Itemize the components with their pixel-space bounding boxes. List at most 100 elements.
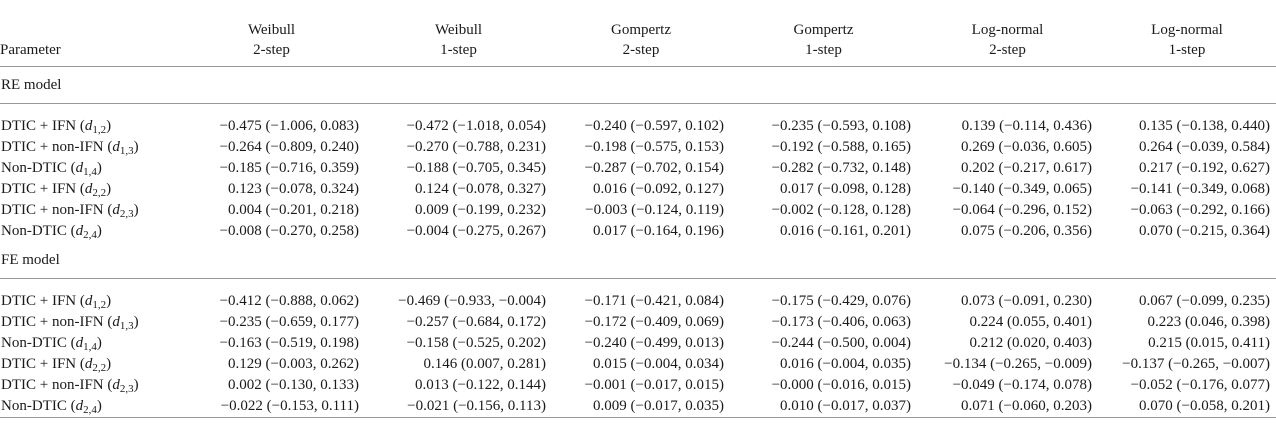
row-parameter-label: DTIC + IFN (d1,2): [1, 118, 112, 136]
column-header-method: 1-step: [1168, 42, 1206, 58]
table-cell-estimate: 0.013 (−0.122, 0.144): [415, 377, 546, 393]
parameter-subscript: 1,4: [83, 341, 97, 353]
table-row: DTIC + IFN (d2,2) 0.129 (−0.003, 0.262) 0.…: [0, 354, 1276, 375]
row-label-text: DTIC + IFN: [1, 293, 77, 309]
column-header: Weibull 2-step: [178, 0, 365, 67]
table-cell-estimate: −0.244 (−0.500, 0.004): [771, 335, 911, 351]
table-cell-estimate: 0.002 (−0.130, 0.133): [228, 377, 359, 393]
row-parameter-label: Non-DTIC (d2,4): [0, 396, 178, 418]
row-label-text: Non-DTIC: [1, 398, 67, 414]
table-cell-estimate: 0.269 (−0.036, 0.605): [961, 139, 1092, 155]
table-cell-estimate: 0.016 (−0.004, 0.035): [780, 356, 911, 372]
table-cell-estimate: 0.067 (−0.099, 0.235): [1139, 293, 1270, 309]
table-cell-estimate: 0.135 (−0.138, 0.440): [1139, 118, 1270, 134]
parameter-subscript: 2,3: [119, 208, 134, 220]
parameter-symbol: d: [112, 139, 120, 155]
table-cell-estimate: 0.009 (−0.199, 0.232): [415, 202, 546, 218]
row-parameter-label: DTIC + non-IFN (d2,3): [1, 202, 139, 220]
table-cell-estimate: −0.240 (−0.597, 0.102): [584, 118, 724, 134]
row-parameter-label: DTIC + IFN (d1,2): [1, 293, 112, 311]
row-label-text: Non-DTIC: [1, 335, 67, 351]
table-cell-estimate: −0.192 (−0.588, 0.165): [771, 139, 911, 155]
table-cell-estimate: 0.224 (0.055, 0.401): [969, 314, 1093, 330]
parameter-subscript: 2,4: [83, 229, 97, 241]
parameter-subscript: 1,3: [119, 320, 134, 332]
column-header-method: 1-step: [805, 42, 842, 58]
table-cell-estimate: −0.008 (−0.270, 0.258): [219, 223, 359, 239]
table-cell-estimate: −0.185 (−0.716, 0.359): [219, 160, 359, 176]
table-cell-estimate: −0.000 (−0.016, 0.015): [771, 377, 911, 393]
parameter-symbol: d: [75, 398, 84, 414]
table-cell-estimate: 0.004 (−0.201, 0.218): [228, 202, 359, 218]
section-title: RE model: [0, 66, 1276, 104]
column-header-model: Gompertz: [611, 22, 671, 38]
table-cell-estimate: 0.015 (−0.004, 0.034): [593, 356, 724, 372]
table-row: Non-DTIC (d1,4) −0.163 (−0.519, 0.198) −0.…: [0, 333, 1276, 354]
table-cell-estimate: −0.235 (−0.659, 0.177): [219, 314, 359, 330]
table-cell-estimate: −0.052 (−0.176, 0.077): [1130, 377, 1270, 393]
parameter-subscript: 1,2: [92, 299, 107, 311]
table-cell-estimate: −0.287 (−0.702, 0.154): [584, 160, 724, 176]
row-parameter-label: DTIC + non-IFN (d1,3): [1, 139, 139, 157]
table-cell-estimate: 0.129 (−0.003, 0.262): [228, 356, 359, 372]
column-header-model: Weibull: [434, 22, 483, 38]
column-header: Gompertz 2-step: [552, 0, 730, 67]
table-cell-estimate: −0.472 (−1.018, 0.054): [406, 118, 546, 134]
table-row: DTIC + IFN (d1,2) −0.412 (−0.888, 0.062) −…: [0, 291, 1276, 312]
table-cell-estimate: 0.073 (−0.091, 0.230): [961, 293, 1092, 309]
table-row: Non-DTIC (d2,4) −0.022 (−0.153, 0.111) −0.…: [0, 396, 1276, 418]
row-label-text: DTIC + non-IFN: [1, 377, 104, 393]
table-cell-estimate: −0.140 (−0.349, 0.065): [952, 181, 1092, 197]
parameter-subscript: 2,4: [83, 404, 97, 416]
table-cell-estimate: 0.075 (−0.206, 0.356): [961, 223, 1092, 239]
table-cell-estimate: −0.188 (−0.705, 0.345): [406, 160, 546, 176]
table-cell-estimate: −0.198 (−0.575, 0.153): [584, 139, 724, 155]
row-label-text: DTIC + IFN: [1, 356, 77, 372]
row-label-text: DTIC + IFN: [1, 118, 77, 134]
column-header-method: 2-step: [253, 42, 290, 58]
table-cell-estimate: −0.240 (−0.499, 0.013): [584, 335, 724, 351]
column-header-model: Gompertz: [793, 22, 854, 38]
table-cell-estimate: 0.212 (0.020, 0.403): [969, 335, 1093, 351]
section-header-row: FE model: [0, 242, 1276, 279]
parameter-subscript: 1,3: [119, 145, 134, 157]
section-title: FE model: [0, 242, 1276, 279]
table-cell-estimate: 0.217 (−0.192, 0.627): [1139, 160, 1270, 176]
row-parameter-label: Non-DTIC (d2,4): [1, 223, 102, 241]
table-row: DTIC + non-IFN (d1,3) −0.264 (−0.809, 0.2…: [0, 137, 1276, 158]
table-cell-estimate: −0.064 (−0.296, 0.152): [952, 202, 1092, 218]
table-cell-estimate: 0.071 (−0.060, 0.203): [917, 396, 1098, 418]
parameter-symbol: d: [75, 160, 84, 176]
table-cell-estimate: −0.171 (−0.421, 0.084): [584, 293, 724, 309]
table-cell-estimate: −0.282 (−0.732, 0.148): [771, 160, 911, 176]
section-spacer: [0, 279, 1276, 292]
table-cell-estimate: −0.049 (−0.174, 0.078): [952, 377, 1092, 393]
row-parameter-label: Non-DTIC (d1,4): [1, 160, 102, 178]
table-row: Non-DTIC (d2,4) −0.008 (−0.270, 0.258) −0.…: [0, 221, 1276, 242]
parameter-subscript: 1,4: [83, 166, 97, 178]
table-row: Non-DTIC (d1,4) −0.185 (−0.716, 0.359) −0.…: [0, 158, 1276, 179]
table-cell-estimate: 0.146 (0.007, 0.281): [423, 356, 547, 372]
table-cell-estimate: −0.141 (−0.349, 0.068): [1130, 181, 1270, 197]
row-label-text: DTIC + IFN: [1, 181, 77, 197]
table-cell-estimate: −0.469 (−0.933, −0.004): [398, 293, 546, 309]
column-header-model: Weibull: [247, 22, 296, 38]
table-cell-estimate: −0.173 (−0.406, 0.063): [771, 314, 911, 330]
table-cell-estimate: −0.063 (−0.292, 0.166): [1130, 202, 1270, 218]
row-label-text: DTIC + non-IFN: [1, 314, 104, 330]
parameter-symbol: d: [112, 377, 120, 393]
section-spacer: [0, 104, 1276, 117]
table-cell-estimate: 0.223 (0.046, 0.398): [1147, 314, 1271, 330]
table-row: DTIC + non-IFN (d2,3) 0.004 (−0.201, 0.21…: [0, 200, 1276, 221]
parameter-subscript: 2,2: [92, 362, 107, 374]
column-header-method: 2-step: [622, 42, 660, 58]
table-cell-estimate: −0.475 (−1.006, 0.083): [219, 118, 359, 134]
column-header-model: Log-normal: [1151, 22, 1223, 38]
table-cell-estimate: 0.070 (−0.058, 0.201): [1098, 396, 1276, 418]
table-cell-estimate: 0.215 (0.015, 0.411): [1148, 335, 1270, 351]
table-cell-estimate: −0.175 (−0.429, 0.076): [771, 293, 911, 309]
row-label-text: Non-DTIC: [1, 160, 67, 176]
parameter-subscript: 2,2: [92, 187, 107, 199]
section-header-row: RE model: [0, 66, 1276, 104]
